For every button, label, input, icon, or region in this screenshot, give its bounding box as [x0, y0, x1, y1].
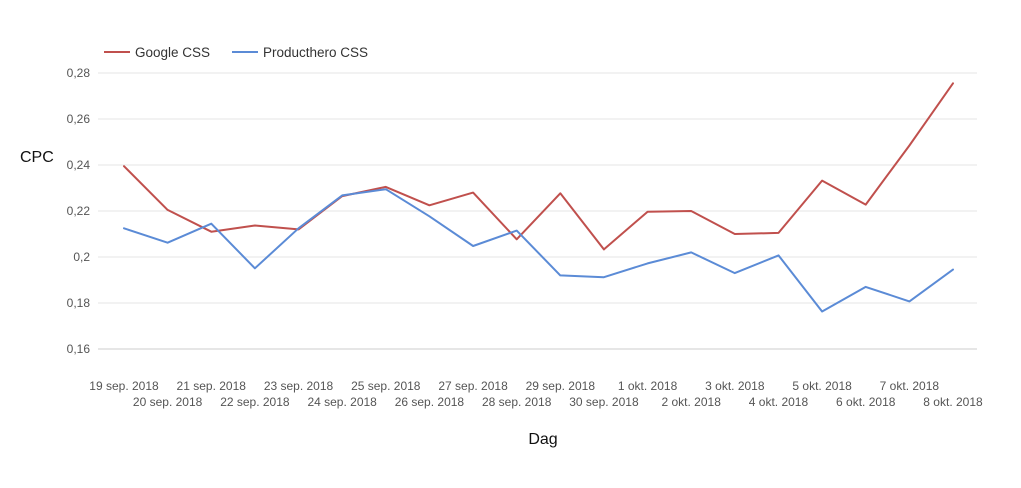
x-tick-label: 2 okt. 2018 [662, 395, 722, 409]
legend-label: Google CSS [135, 45, 210, 60]
y-tick-label: 0,16 [67, 342, 91, 356]
x-tick-label: 26 sep. 2018 [395, 395, 465, 409]
x-tick-label: 29 sep. 2018 [526, 379, 596, 393]
y-axis-ticks: 0,16 0,18 0,2 0,22 0,24 0,26 0,28 [67, 66, 91, 356]
x-tick-label: 6 okt. 2018 [836, 395, 896, 409]
y-tick-label: 0,22 [67, 204, 91, 218]
x-tick-label: 23 sep. 2018 [264, 379, 334, 393]
x-tick-label: 28 sep. 2018 [482, 395, 552, 409]
y-tick-label: 0,2 [73, 250, 90, 264]
x-tick-label: 20 sep. 2018 [133, 395, 203, 409]
series-line-producthero-css [123, 188, 954, 313]
y-tick-label: 0,26 [67, 112, 91, 126]
x-tick-label: 1 okt. 2018 [618, 379, 678, 393]
y-tick-label: 0,24 [67, 158, 91, 172]
legend: Google CSS Producthero CSS [104, 45, 368, 60]
x-tick-label: 21 sep. 2018 [177, 379, 247, 393]
series-lines [123, 82, 954, 313]
y-axis-label: CPC [20, 149, 54, 166]
y-tick-label: 0,18 [67, 296, 91, 310]
x-tick-label: 4 okt. 2018 [749, 395, 809, 409]
grid-lines [98, 72, 977, 350]
legend-label: Producthero CSS [263, 45, 368, 60]
y-tick-label: 0,28 [67, 66, 91, 80]
x-tick-label: 19 sep. 2018 [89, 379, 159, 393]
x-tick-label: 8 okt. 2018 [923, 395, 983, 409]
x-axis-label: Dag [528, 431, 557, 448]
x-tick-label: 5 okt. 2018 [792, 379, 852, 393]
x-tick-label: 3 okt. 2018 [705, 379, 765, 393]
x-tick-label: 7 okt. 2018 [880, 379, 940, 393]
x-tick-label: 30 sep. 2018 [569, 395, 639, 409]
x-axis-ticks: 19 sep. 2018 20 sep. 2018 21 sep. 2018 22 s… [89, 379, 983, 409]
x-tick-label: 27 sep. 2018 [438, 379, 508, 393]
series-line-google-css [123, 82, 954, 251]
x-tick-label: 24 sep. 2018 [307, 395, 377, 409]
x-tick-label: 22 sep. 2018 [220, 395, 290, 409]
x-tick-label: 25 sep. 2018 [351, 379, 421, 393]
